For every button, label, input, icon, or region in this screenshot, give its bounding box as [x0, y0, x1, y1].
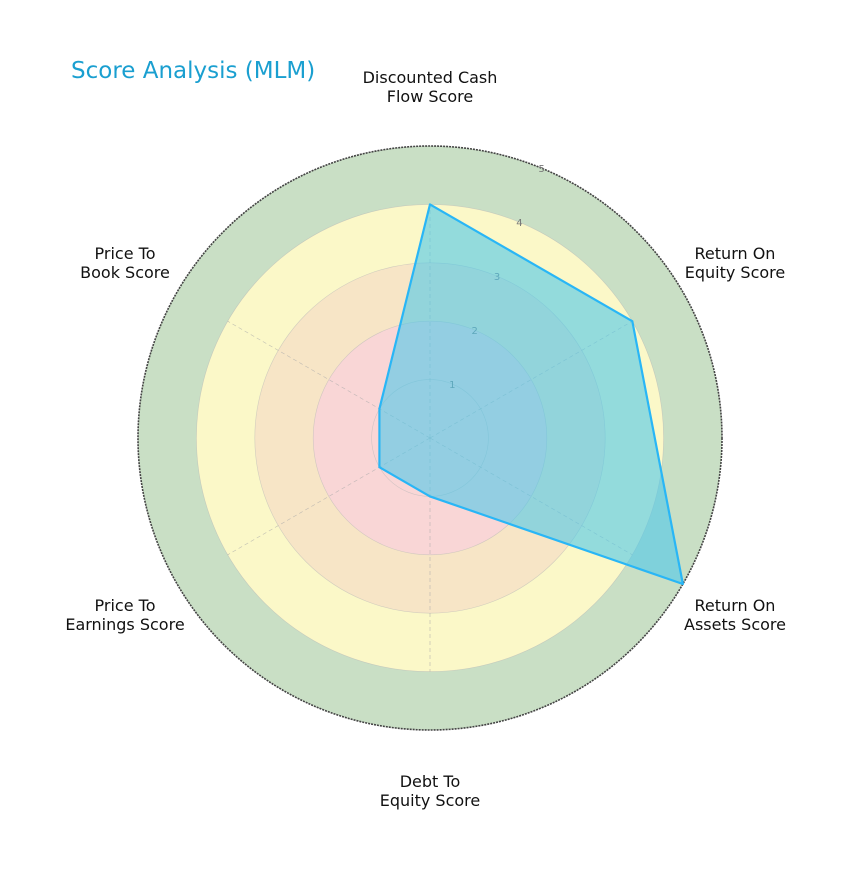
- axis-label: Debt To Equity Score: [380, 772, 481, 810]
- axis-label: Return On Assets Score: [684, 596, 786, 634]
- axis-label: Price To Earnings Score: [65, 596, 184, 634]
- tick-label: 5: [539, 164, 545, 175]
- axis-label: Return On Equity Score: [685, 244, 786, 282]
- axis-label: Discounted Cash Flow Score: [363, 68, 498, 106]
- data-series: [378, 203, 684, 586]
- tick-label: 4: [516, 218, 522, 229]
- series-polygon: [378, 203, 684, 586]
- axis-label: Price To Book Score: [80, 244, 170, 282]
- outer-frame: [137, 145, 723, 731]
- chart-title: Score Analysis (MLM): [71, 58, 316, 84]
- axis-labels: Discounted Cash Flow Score Return On Equity…: [65, 68, 786, 810]
